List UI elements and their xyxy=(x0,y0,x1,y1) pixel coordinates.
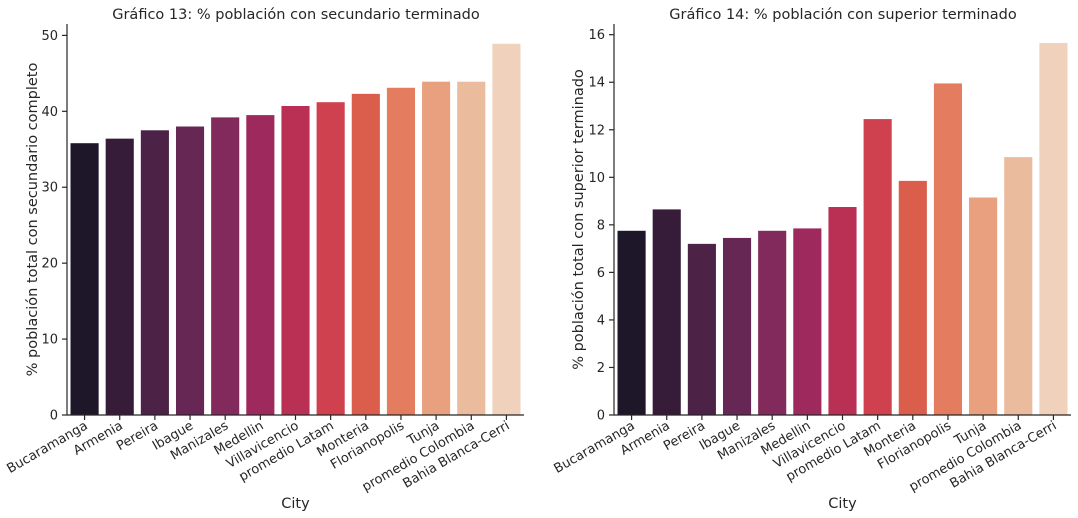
bar-pereira xyxy=(687,243,716,415)
chart-title: Gráfico 14: % población con superior ter… xyxy=(669,7,1017,23)
x-axis-label: City xyxy=(828,496,857,512)
bar-florianopolis xyxy=(386,87,416,416)
bar-manizales xyxy=(758,230,787,415)
bar-villavicencio xyxy=(281,106,310,415)
bar-promedio-latam xyxy=(863,119,892,415)
bar-florianopolis xyxy=(933,83,963,416)
bar-bucaramanga xyxy=(617,230,646,415)
bar-promedio-colombia xyxy=(457,81,486,415)
y-tick-label: 30 xyxy=(41,181,58,196)
y-tick-label: 4 xyxy=(597,313,605,328)
bar-promedio-latam xyxy=(316,102,345,415)
bar-ibague xyxy=(175,126,205,415)
bar-bucaramanga xyxy=(70,143,99,415)
bar-pereira xyxy=(140,130,169,416)
bar-promedio-colombia xyxy=(1004,157,1033,416)
bar-manizales xyxy=(211,117,240,415)
chart-2: Gráfico 14: % población con superior ter… xyxy=(552,7,1071,512)
y-tick-label: 0 xyxy=(50,409,58,424)
bar-armenia xyxy=(105,138,134,415)
chart-1: Gráfico 13: % población con secundario t… xyxy=(5,7,524,512)
bar-tunja xyxy=(969,197,998,415)
y-tick-label: 20 xyxy=(41,257,58,272)
chart-title: Gráfico 13: % población con secundario t… xyxy=(112,7,480,23)
x-axis-label: City xyxy=(281,496,310,512)
bar-villavicencio xyxy=(828,207,857,415)
y-axis-label: % población total con superior terminado xyxy=(571,69,587,370)
y-tick-label: 6 xyxy=(597,266,605,281)
bar-monteria xyxy=(898,180,927,415)
bar-monteria xyxy=(351,93,380,415)
y-tick-label: 16 xyxy=(588,28,605,43)
bar-medellin xyxy=(793,228,822,415)
bar-armenia xyxy=(652,209,681,415)
y-tick-label: 40 xyxy=(41,105,58,120)
bar-bahia-blanca-cerri xyxy=(492,43,521,416)
y-tick-label: 0 xyxy=(597,409,605,424)
y-tick-label: 10 xyxy=(41,333,58,348)
bar-medellin xyxy=(246,115,275,416)
bar-bahia-blanca-cerri xyxy=(1039,43,1068,416)
y-tick-label: 12 xyxy=(588,123,605,138)
bar-ibague xyxy=(722,237,752,415)
bar-tunja xyxy=(422,81,451,415)
y-tick-label: 50 xyxy=(41,29,58,44)
y-tick-label: 14 xyxy=(588,76,605,91)
y-axis-label: % población total con secundario complet… xyxy=(25,63,41,377)
y-tick-label: 8 xyxy=(597,218,605,233)
y-tick-label: 2 xyxy=(597,361,605,376)
y-tick-label: 10 xyxy=(588,171,605,186)
